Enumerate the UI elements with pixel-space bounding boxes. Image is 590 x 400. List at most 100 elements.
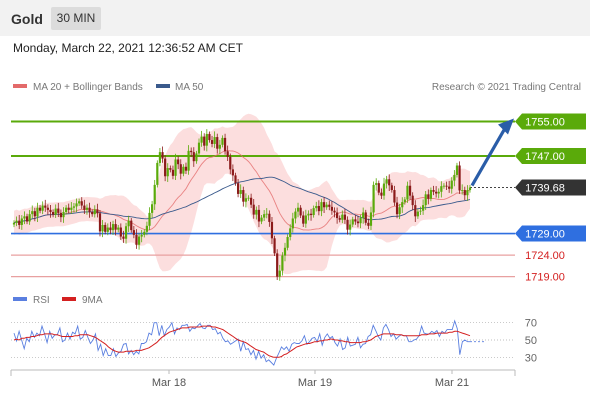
rsi-ma-legend-label: 9MA [82,295,103,306]
candle-body [362,212,365,219]
candle-body [325,204,328,208]
candle [218,139,221,155]
candle-body [448,186,451,189]
candle [380,188,383,200]
candle-body [388,179,391,186]
candle-body [382,183,386,196]
candle [281,252,284,276]
candle [190,147,193,158]
candle-body [117,227,120,230]
candle-body [257,209,261,222]
candle [333,207,336,218]
candle [403,196,406,205]
candle-body [234,175,237,184]
candle-body [359,218,362,224]
candle-body [195,153,198,162]
candle-body [210,140,214,144]
candle [156,160,159,188]
candle [291,212,294,233]
candle [93,205,96,218]
level-tag-2 [515,225,586,242]
candle [208,131,211,143]
candle-body [161,152,164,159]
candle-body [70,207,73,210]
candle-body [205,134,208,146]
candle-body [200,136,203,143]
candle [187,145,190,175]
candle-body [341,214,344,220]
candle-body [455,165,459,175]
candle [307,210,310,221]
candle [122,230,125,243]
candle [450,177,453,194]
candle-body [231,169,234,176]
candle [182,164,185,177]
candle [372,181,375,218]
candle-body [281,255,284,271]
candle [416,209,419,219]
candle-body [213,137,216,144]
candle [83,199,86,214]
candle-body [111,224,115,231]
candle-body [221,137,224,145]
candle [124,222,128,244]
candle [424,190,427,211]
candle [171,165,175,180]
timeframe-badge[interactable]: 30 MIN [51,7,101,30]
candle [414,200,417,223]
candle [242,186,245,207]
candle-body [59,212,63,218]
candle-body [184,166,188,171]
forecast-arrow-head [498,118,514,135]
candle [322,197,326,213]
candle [278,264,281,281]
candle [143,229,146,238]
candle [59,209,63,223]
rsi-tick-label: 30 [525,352,537,364]
candle-body [351,219,354,225]
candle [161,146,164,163]
candle [98,209,102,237]
candle [62,207,65,223]
candle-body [239,190,242,194]
candle-body [143,231,146,235]
candle-body [132,230,135,235]
candle-body [283,247,287,256]
candle [158,147,162,167]
candle-body [130,220,133,231]
candle [411,192,414,211]
candle-body [286,237,289,248]
rsi-ma-line [13,325,471,358]
candle-body [307,213,310,216]
candle-body [250,197,253,205]
candle [320,198,323,217]
candle-body [377,183,380,193]
candle [432,185,435,196]
candle-body [12,222,16,225]
candle [70,202,73,214]
candle [315,201,318,212]
candle [250,193,253,209]
candle [197,138,201,157]
rsi-tick-label: 70 [525,318,537,330]
candle [72,203,76,213]
candle [312,205,315,218]
candle [49,204,52,218]
candle [239,184,242,199]
candle-body [247,197,250,199]
candle-body [114,224,117,230]
candle [169,165,172,173]
candle-body [291,218,294,229]
candle-body [135,234,138,245]
candle [393,185,396,206]
candle [101,220,104,238]
candle-body [57,208,60,213]
candle [104,222,107,235]
current-price-label: 1739.68 [525,183,565,195]
candle-body [72,206,76,208]
bollinger-band [14,113,470,275]
candle-body [263,214,266,218]
candle-body [294,211,297,219]
candle-body [424,194,427,206]
candle-body [419,210,422,212]
